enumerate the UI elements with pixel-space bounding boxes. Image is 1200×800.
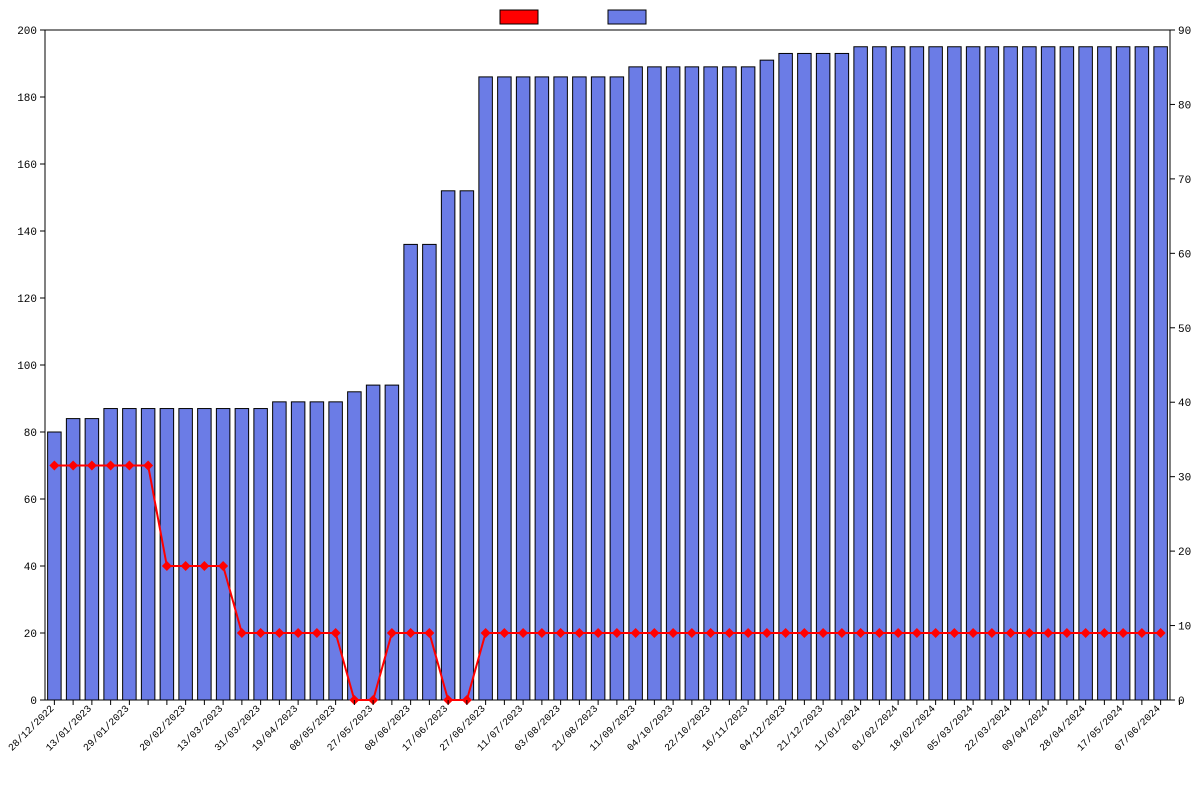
bar [798, 53, 812, 700]
y-right-tick-label: 50 [1178, 324, 1191, 336]
bar [291, 402, 305, 700]
bar [610, 77, 624, 700]
bar [1135, 47, 1149, 700]
bar [985, 47, 999, 700]
bar [479, 77, 493, 700]
bar [329, 402, 343, 700]
bar [123, 409, 137, 700]
bar [366, 385, 380, 700]
bar [648, 67, 662, 700]
y-left-tick-label: 180 [17, 93, 37, 105]
bar [104, 409, 118, 700]
bar [310, 402, 324, 700]
bar [629, 67, 643, 700]
bar [760, 60, 774, 700]
bar [573, 77, 587, 700]
bar [1098, 47, 1112, 700]
bar [723, 67, 737, 700]
bar [948, 47, 962, 700]
y-right-tick-label: 10 [1178, 622, 1191, 634]
bar [273, 402, 287, 700]
bar [1154, 47, 1168, 700]
bar [741, 67, 755, 700]
y-right-tick-label: 40 [1178, 398, 1191, 410]
bar [348, 392, 362, 700]
bar [1023, 47, 1037, 700]
bar [666, 67, 680, 700]
bar [254, 409, 268, 700]
bar [910, 47, 924, 700]
bar [48, 432, 62, 700]
y-left-tick-label: 100 [17, 361, 37, 373]
y-left-tick-label: 60 [24, 495, 37, 507]
y-right-tick-label: 80 [1178, 100, 1191, 112]
bar [1116, 47, 1130, 700]
y-left-tick-label: 120 [17, 294, 37, 306]
bar [179, 409, 193, 700]
y-left-tick-label: 200 [17, 26, 37, 38]
bar [216, 409, 230, 700]
bar [235, 409, 249, 700]
bar [591, 77, 605, 700]
bar [460, 191, 474, 700]
legend-swatch [500, 10, 538, 24]
bar [554, 77, 568, 700]
bar [873, 47, 887, 700]
bar [779, 53, 793, 700]
y-right-tick-label: 30 [1178, 473, 1191, 485]
bar [160, 409, 174, 700]
bar [685, 67, 699, 700]
bar [816, 53, 830, 700]
bars-group [48, 47, 1168, 700]
bar [1060, 47, 1074, 700]
bar [966, 47, 980, 700]
bar [835, 53, 849, 700]
bar [198, 409, 212, 700]
bar [441, 191, 455, 700]
bar [141, 409, 155, 700]
y-left-tick-label: 20 [24, 629, 37, 641]
bar [929, 47, 943, 700]
bar [854, 47, 868, 700]
y-right-tick-label: 70 [1178, 175, 1191, 187]
plot-area [45, 30, 1170, 700]
y-left-tick-label: 80 [24, 428, 37, 440]
y-right-tick-label: 20 [1178, 547, 1191, 559]
y-left-tick-label: 0 [30, 696, 37, 708]
chart-svg: 0204060801001201401601802000102030405060… [0, 0, 1200, 800]
bar [498, 77, 512, 700]
legend-swatch [608, 10, 646, 24]
bar [704, 67, 718, 700]
y-left-tick-label: 40 [24, 562, 37, 574]
y-right-tick-label: 90 [1178, 26, 1191, 38]
y-right-tick-label: 60 [1178, 249, 1191, 261]
bar [535, 77, 549, 700]
y-left-tick-label: 140 [17, 227, 37, 239]
bar [1041, 47, 1055, 700]
bar [1004, 47, 1018, 700]
bar [1079, 47, 1093, 700]
bar [516, 77, 530, 700]
chart-container: 0204060801001201401601802000102030405060… [0, 0, 1200, 800]
bar [891, 47, 905, 700]
y-left-tick-label: 160 [17, 160, 37, 172]
